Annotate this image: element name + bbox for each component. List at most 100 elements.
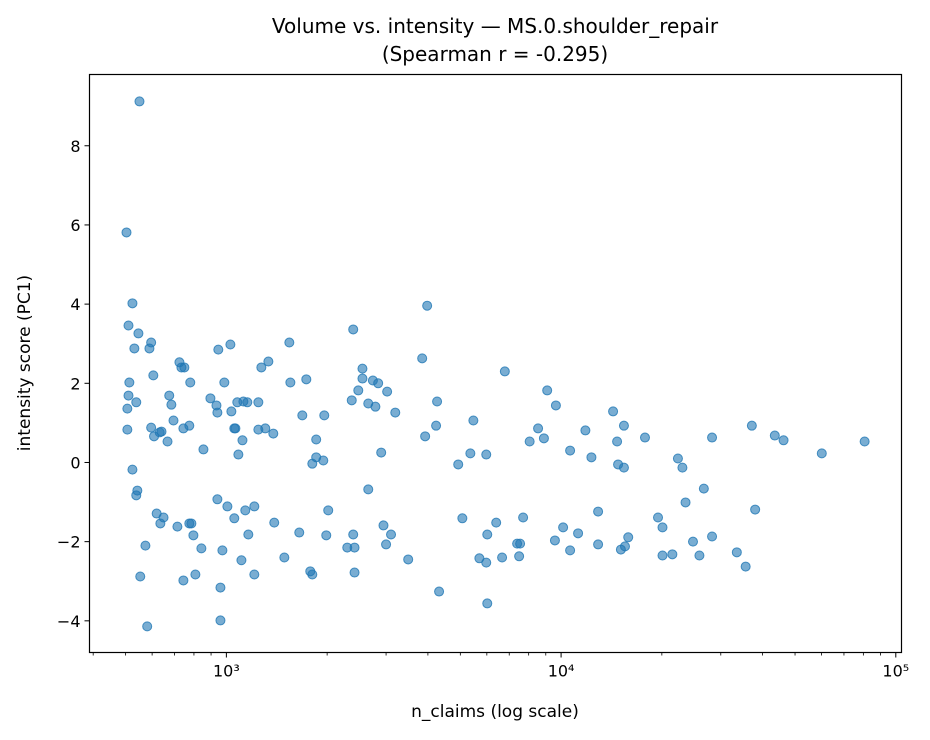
data-point — [230, 423, 241, 434]
data-point — [307, 569, 318, 580]
points-layer — [121, 96, 870, 632]
data-point — [178, 575, 189, 586]
data-point — [346, 395, 357, 406]
data-point — [215, 615, 226, 626]
data-point — [680, 497, 691, 508]
data-point — [146, 337, 157, 348]
y-tick-label: 6 — [70, 216, 80, 235]
data-point — [353, 385, 364, 396]
data-point — [514, 551, 525, 562]
data-point — [363, 484, 374, 495]
data-point — [420, 431, 431, 442]
chart-title: Volume vs. intensity — MS.0.shoulder_rep… — [272, 14, 719, 38]
data-point — [390, 407, 401, 418]
data-point — [482, 529, 493, 540]
data-point — [212, 407, 223, 418]
data-point — [515, 538, 526, 549]
data-point — [497, 552, 508, 563]
data-point — [580, 425, 591, 436]
data-point — [185, 377, 196, 388]
data-point — [769, 430, 780, 441]
data-point — [378, 520, 389, 531]
data-point — [672, 453, 683, 464]
data-point — [166, 399, 177, 410]
data-point — [179, 362, 190, 373]
data-point — [217, 545, 228, 556]
data-point — [225, 339, 236, 350]
data-point — [297, 410, 308, 421]
data-point — [612, 436, 623, 447]
data-point — [285, 377, 296, 388]
data-point — [370, 401, 381, 412]
data-point — [323, 505, 334, 516]
data-point — [859, 436, 870, 447]
data-point — [198, 444, 209, 455]
data-point — [481, 449, 492, 460]
data-point — [639, 432, 650, 443]
data-point — [481, 557, 492, 568]
data-point — [565, 445, 576, 456]
data-point — [127, 298, 138, 309]
data-point — [184, 420, 195, 431]
data-point — [242, 397, 253, 408]
data-point — [188, 530, 199, 541]
x-tick-label: 10⁴ — [548, 662, 575, 681]
data-point — [524, 436, 535, 447]
data-point — [618, 420, 629, 431]
x-tick-label: 10⁵ — [882, 662, 909, 681]
data-point — [172, 521, 183, 532]
data-point — [129, 343, 140, 354]
data-point — [431, 420, 442, 431]
data-point — [215, 582, 226, 593]
data-point — [158, 512, 169, 523]
data-point — [156, 426, 167, 437]
data-point — [623, 532, 634, 543]
data-point — [432, 396, 443, 407]
y-tick-label: −4 — [57, 612, 81, 631]
data-point — [263, 356, 274, 367]
data-point — [593, 506, 604, 517]
data-point — [465, 448, 476, 459]
data-point — [657, 522, 668, 533]
data-point — [219, 377, 230, 388]
data-point — [294, 527, 305, 538]
data-point — [434, 586, 445, 597]
plot-frame — [88, 73, 903, 654]
data-point — [284, 337, 295, 348]
data-point — [226, 406, 237, 417]
data-point — [249, 501, 260, 512]
x-axis-label: n_claims (log scale) — [411, 702, 579, 722]
data-point — [131, 397, 142, 408]
data-point — [146, 422, 157, 433]
data-point — [386, 529, 397, 540]
data-point — [348, 324, 359, 335]
data-point — [134, 96, 145, 107]
data-point — [403, 554, 414, 565]
data-point — [318, 455, 329, 466]
data-point — [586, 452, 597, 463]
data-point — [253, 397, 264, 408]
data-point — [549, 535, 560, 546]
data-point — [533, 423, 544, 434]
data-point — [468, 415, 479, 426]
data-point — [213, 344, 224, 355]
data-point — [518, 512, 529, 523]
data-point — [558, 522, 569, 533]
data-point — [491, 517, 502, 528]
data-point — [249, 569, 260, 580]
data-point — [417, 353, 428, 364]
data-point — [135, 571, 146, 582]
data-point — [538, 433, 549, 444]
axes-layer: −4 −2 0 2 4 6 8 10³ 10⁴ 10⁵ — [57, 137, 909, 681]
data-point — [236, 555, 247, 566]
data-point — [687, 536, 698, 547]
data-point — [256, 362, 267, 373]
data-point — [229, 513, 240, 524]
data-point — [164, 390, 175, 401]
data-point — [260, 423, 271, 434]
data-point — [148, 370, 159, 381]
y-tick-label: 8 — [70, 137, 80, 156]
data-point — [499, 366, 510, 377]
data-point — [698, 483, 709, 494]
